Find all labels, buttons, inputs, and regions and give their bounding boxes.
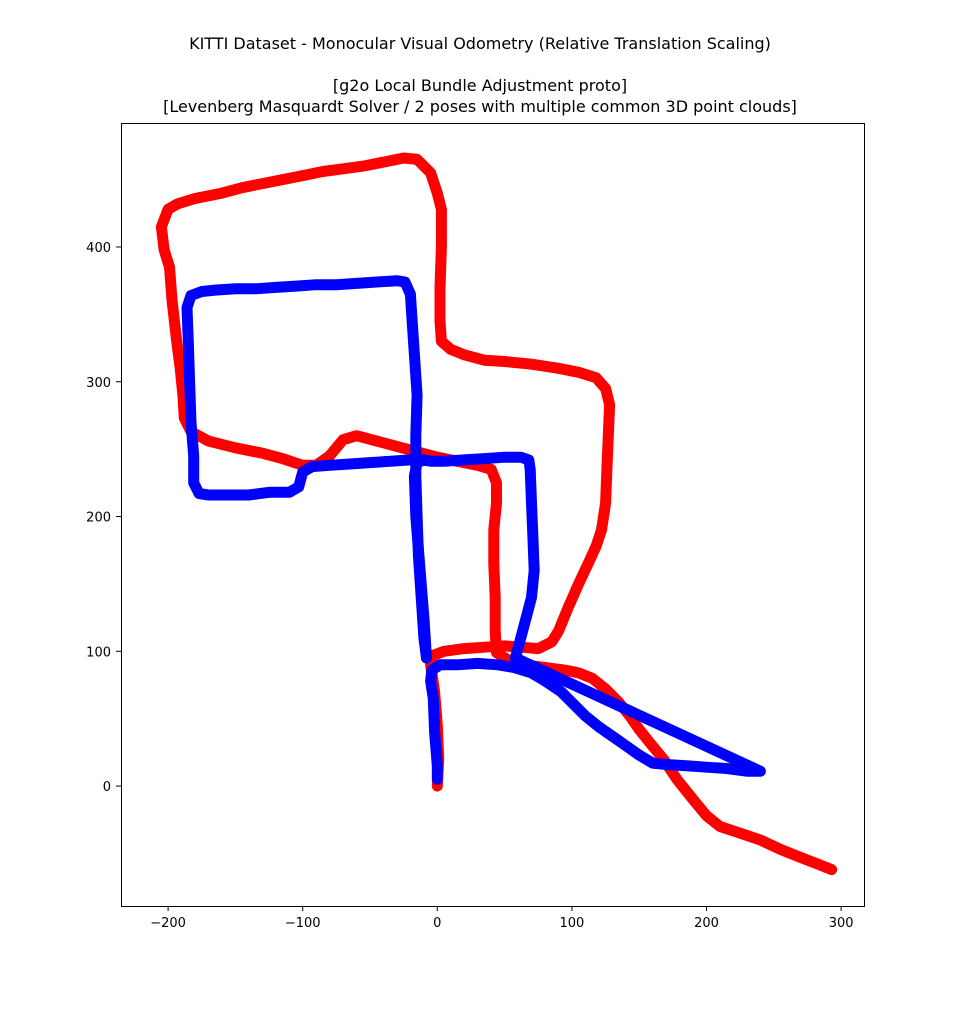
- x-tick-label: 0: [433, 916, 441, 931]
- y-tick-label: 100: [86, 645, 111, 660]
- y-tick-label: 0: [103, 780, 111, 795]
- axes-frame: [121, 123, 865, 907]
- series-1-path: [155, 152, 838, 876]
- series-2-branch-path: [181, 275, 432, 664]
- series-2-path: [408, 451, 766, 785]
- y-tick-label: 400: [86, 241, 111, 256]
- x-tick-label: −100: [285, 916, 321, 931]
- x-tick-label: 200: [694, 916, 719, 931]
- y-tick-label: 300: [86, 376, 111, 391]
- chart-title-line-3: [Levenberg Masquardt Solver / 2 poses wi…: [163, 97, 797, 116]
- series-layer: [155, 152, 838, 876]
- x-tick-label: 300: [829, 916, 854, 931]
- chart-title-line-1: KITTI Dataset - Monocular Visual Odometr…: [189, 34, 771, 53]
- tick-layer: −200 −100 0 100 200 300 0 100 200 300 400: [86, 241, 853, 931]
- x-tick-label: −200: [150, 916, 186, 931]
- x-tick-label: 100: [560, 916, 585, 931]
- chart-title-line-2: [g2o Local Bundle Adjustment proto]: [332, 76, 628, 95]
- y-tick-label: 200: [86, 511, 111, 526]
